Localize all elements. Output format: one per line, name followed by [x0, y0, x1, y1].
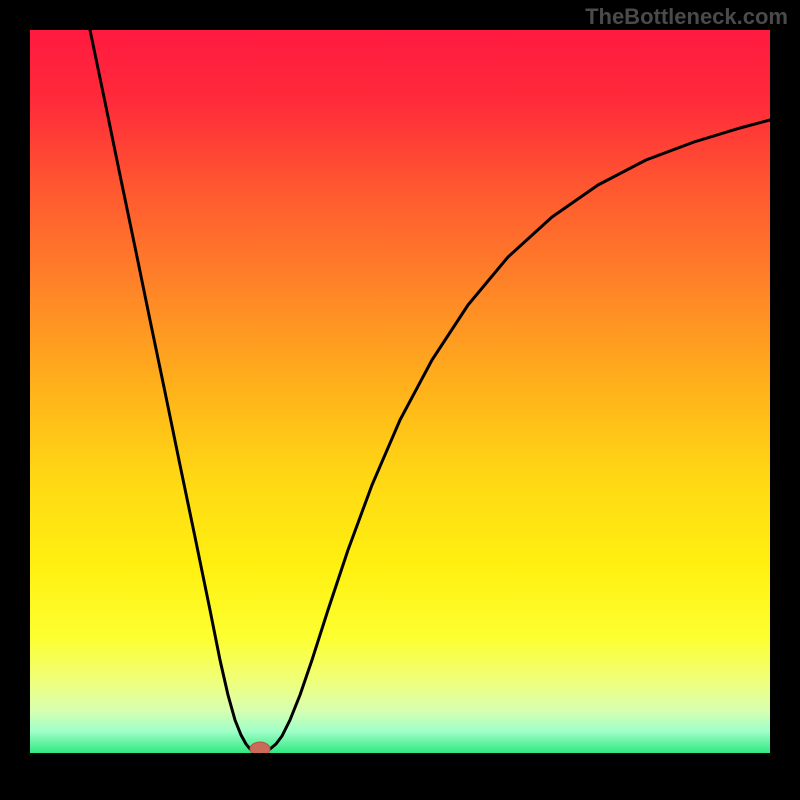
- watermark-text: TheBottleneck.com: [585, 4, 788, 30]
- bottleneck-curve: [90, 30, 770, 751]
- minimum-marker: [250, 742, 270, 753]
- plot-area: [30, 30, 770, 753]
- curve-layer: [30, 30, 770, 753]
